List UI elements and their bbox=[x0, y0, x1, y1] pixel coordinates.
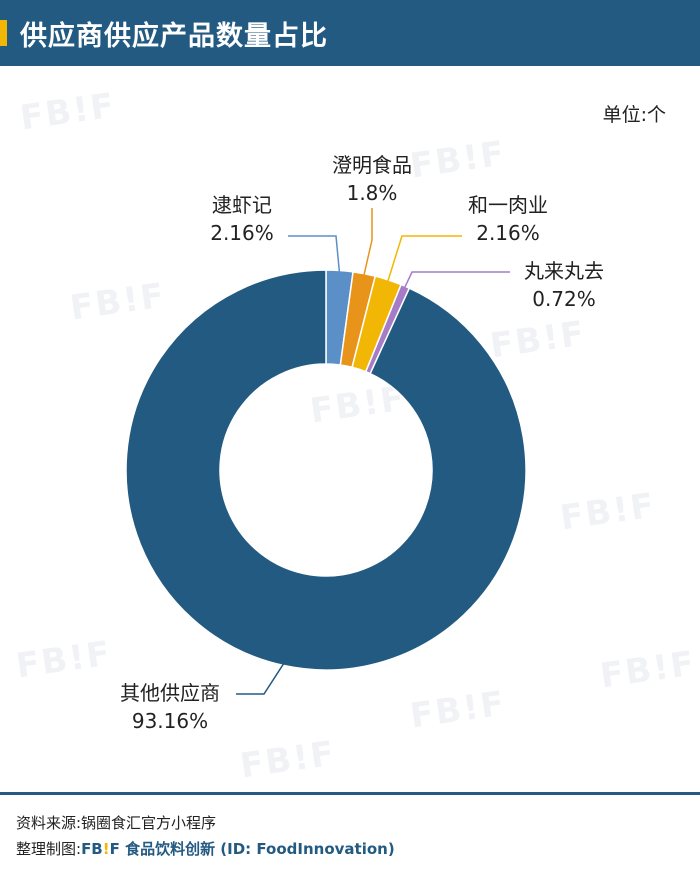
unit-label: 单位:个 bbox=[602, 104, 666, 126]
leader-line bbox=[386, 235, 462, 283]
credit-logo-left: FB bbox=[81, 840, 103, 858]
slice-name-label: 逮虾记 bbox=[212, 193, 272, 217]
credit-note: 整理制图:FB!F 食品饮料创新 (ID: FoodInnovation) bbox=[16, 838, 395, 859]
leader-line bbox=[403, 271, 510, 289]
leader-line bbox=[288, 235, 341, 273]
credit-brand: 食品饮料创新 (ID: FoodInnovation) bbox=[119, 840, 395, 858]
footer-divider bbox=[0, 792, 700, 795]
credit-prefix: 整理制图: bbox=[16, 840, 82, 858]
credit-logo-right: F bbox=[109, 840, 120, 858]
header-bar: 供应商供应产品数量占比 bbox=[0, 0, 700, 66]
page-title: 供应商供应产品数量占比 bbox=[20, 21, 328, 52]
donut-slice bbox=[125, 269, 527, 671]
leader-line bbox=[236, 663, 285, 695]
slice-name-label: 澄明食品 bbox=[332, 153, 412, 177]
slice-percent-label: 0.72% bbox=[532, 287, 596, 311]
slice-percent-label: 1.8% bbox=[347, 181, 398, 205]
title-accent-bar bbox=[0, 20, 7, 46]
credit-logo-excl: ! bbox=[102, 840, 110, 858]
slice-name-label: 和一肉业 bbox=[468, 193, 548, 217]
slice-name-label: 其他供应商 bbox=[120, 681, 220, 705]
slice-percent-label: 2.16% bbox=[476, 221, 540, 245]
slice-name-label: 丸来丸去 bbox=[524, 259, 604, 283]
leader-line bbox=[363, 208, 373, 276]
slice-percent-label: 93.16% bbox=[132, 709, 208, 733]
slice-percent-label: 2.16% bbox=[210, 221, 274, 245]
source-note: 资料来源:锅圈食汇官方小程序 bbox=[16, 814, 217, 832]
